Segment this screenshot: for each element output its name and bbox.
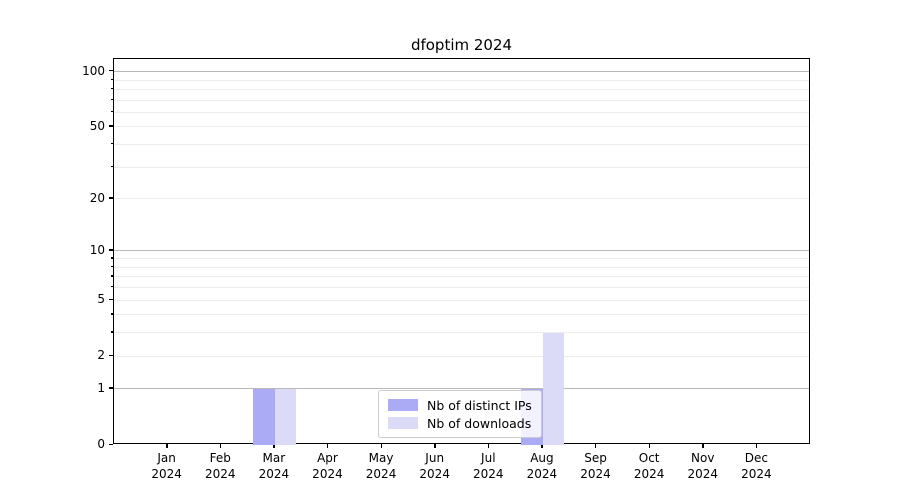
x-tick-mark — [541, 444, 543, 448]
minor-gridline — [114, 355, 809, 357]
y-tick-label: 20 — [89, 190, 105, 205]
legend-item-downloads: Nb of downloads — [388, 416, 532, 431]
y-minor-tick-mark — [110, 257, 113, 259]
x-tick-mark — [273, 444, 275, 448]
x-tick-mark — [434, 444, 436, 448]
legend-item-distinct-ips: Nb of distinct IPs — [388, 398, 532, 413]
y-tick-mark — [109, 443, 113, 445]
x-tick-label: Apr 2024 — [312, 451, 343, 481]
x-tick-mark — [702, 444, 704, 448]
minor-gridline — [114, 111, 809, 113]
minor-gridline — [114, 258, 809, 260]
x-tick-label: Feb 2024 — [204, 451, 236, 481]
x-tick-label: Oct 2024 — [633, 451, 665, 481]
major-gridline — [114, 250, 809, 252]
minor-gridline — [114, 266, 809, 268]
x-tick-label: Jul 2024 — [473, 451, 504, 481]
x-tick-mark — [326, 444, 329, 448]
minor-gridline — [114, 287, 809, 289]
minor-gridline — [114, 314, 809, 316]
legend: Nb of distinct IPs Nb of downloads — [378, 390, 542, 438]
major-gridline — [114, 71, 809, 73]
minor-gridline — [114, 126, 809, 128]
y-tick-label: 50 — [89, 118, 105, 133]
minor-gridline — [114, 166, 809, 168]
minor-gridline — [114, 144, 809, 146]
x-tick-label: Mar 2024 — [258, 451, 290, 481]
x-tick-label: Dec 2024 — [741, 451, 772, 481]
y-tick-mark — [109, 298, 113, 300]
minor-gridline — [114, 276, 809, 278]
y-tick-mark — [109, 125, 113, 127]
legend-label: Nb of downloads — [427, 415, 532, 431]
y-minor-tick-mark — [110, 313, 113, 315]
minor-gridline — [114, 79, 809, 81]
minor-gridline — [114, 299, 809, 301]
y-tick-mark — [109, 249, 113, 251]
x-tick-mark — [755, 444, 758, 448]
y-tick-label: 1 — [97, 380, 105, 395]
downloads-bar-mar — [274, 388, 297, 445]
y-tick-label: 5 — [97, 292, 105, 307]
x-tick-mark — [648, 444, 651, 448]
legend-label: Nb of distinct IPs — [427, 397, 532, 413]
y-minor-tick-mark — [110, 87, 113, 90]
plot-area — [113, 58, 810, 445]
x-tick-mark — [595, 444, 597, 448]
x-tick-label: Jan 2024 — [151, 451, 182, 481]
x-tick-mark — [487, 444, 490, 448]
x-tick-label: Jun 2024 — [419, 451, 450, 481]
chart-title: dfoptim 2024 — [410, 36, 513, 54]
minor-gridline — [114, 332, 809, 334]
minor-gridline — [114, 198, 809, 200]
y-tick-label: 2 — [97, 348, 105, 363]
y-tick-label: 100 — [82, 63, 105, 78]
x-tick-label: Sep 2024 — [580, 451, 611, 481]
x-tick-label: Nov 2024 — [687, 451, 719, 481]
y-tick-label: 0 — [97, 437, 105, 451]
major-gridline — [114, 388, 809, 390]
y-tick-mark — [109, 197, 113, 199]
y-tick-mark — [109, 387, 113, 389]
y-minor-tick-mark — [110, 286, 113, 288]
y-minor-tick-mark — [110, 98, 113, 100]
distinct-ips-bar-mar — [253, 388, 275, 445]
y-tick-mark — [109, 354, 113, 356]
y-tick-label: 10 — [89, 242, 105, 257]
y-minor-tick-mark — [110, 331, 113, 333]
minor-gridline — [114, 99, 809, 101]
distinct-ips-swatch-icon — [388, 399, 418, 411]
minor-gridline — [114, 88, 809, 90]
y-minor-tick-mark — [110, 165, 113, 168]
x-tick-label: Aug 2024 — [526, 451, 558, 481]
y-minor-tick-mark — [110, 110, 113, 113]
x-tick-mark — [166, 444, 168, 448]
downloads-bar-aug — [542, 332, 565, 445]
y-minor-tick-mark — [110, 265, 113, 268]
x-tick-label: May 2024 — [365, 451, 397, 481]
x-tick-mark — [380, 444, 382, 448]
downloads-swatch-icon — [388, 417, 418, 429]
y-minor-tick-mark — [110, 143, 113, 145]
x-tick-mark — [219, 444, 222, 448]
y-minor-tick-mark — [110, 78, 113, 80]
y-minor-tick-mark — [110, 275, 113, 277]
y-tick-mark — [109, 70, 113, 72]
